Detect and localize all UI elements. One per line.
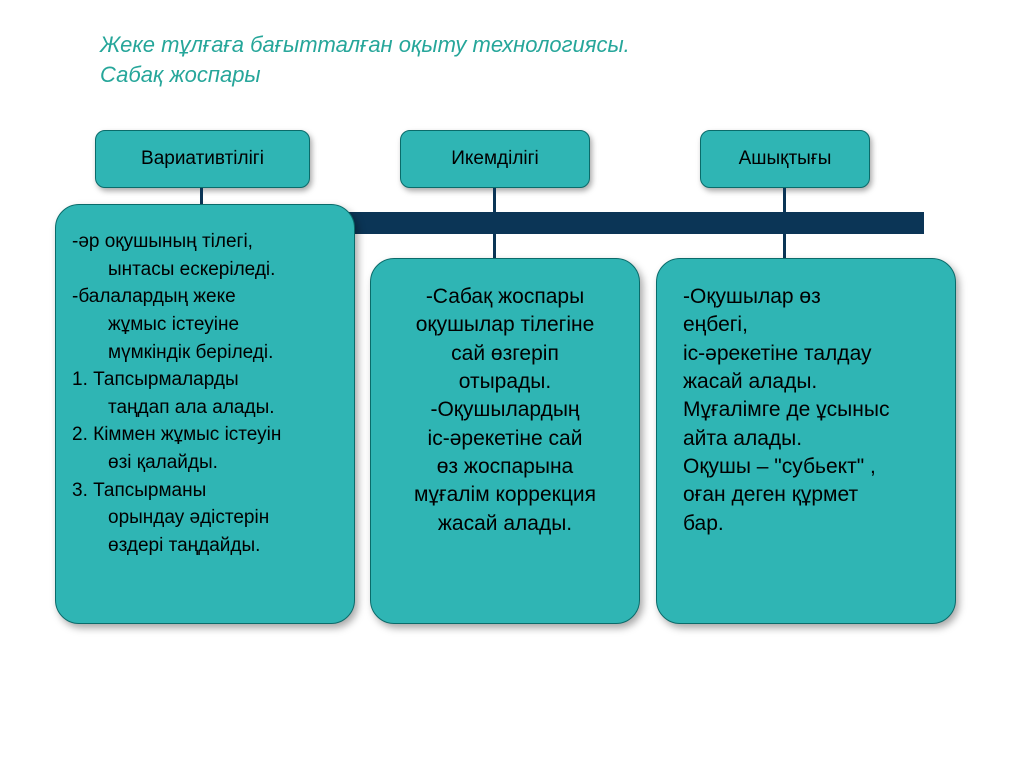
header-box-variativity: Вариативтілігі — [95, 130, 310, 188]
text-line: іс-әрекетіне талдау — [683, 342, 872, 365]
text-line: айта алады. — [683, 427, 802, 450]
connector-line — [493, 188, 496, 212]
text-line: -балалардың жеке — [72, 286, 236, 307]
text-line: өзі қалайды. — [108, 452, 218, 473]
header-box-flexibility: Икемділігі — [400, 130, 590, 188]
slide-title: Жеке тұлғаға бағытталған оқыту технологи… — [100, 30, 820, 89]
title-line-1: Жеке тұлғаға бағытталған оқыту технологи… — [100, 32, 630, 57]
text-line: -Сабақ жоспары — [426, 285, 584, 308]
detail-box-flexibility: -Сабақ жоспары оқушылар тілегіне сай өзг… — [370, 258, 640, 624]
text-line: іс-әрекетіне сай — [428, 427, 583, 450]
text-line: оған деген құрмет — [683, 483, 858, 506]
text-line: -Оқушылар өз — [683, 285, 821, 308]
text-line: оқушылар тілегіне — [416, 313, 595, 336]
text-line: Мұғалімге де ұсыныс — [683, 398, 889, 421]
text-line: мұғалім коррекция — [414, 483, 596, 506]
header-box-openness: Ашықтығы — [700, 130, 870, 188]
header-label: Вариативтілігі — [141, 148, 264, 170]
text-line: ынтасы ескеріледі. — [108, 259, 275, 280]
text-line: мүмкіндік беріледі. — [108, 342, 273, 363]
text-line: еңбегі, — [683, 313, 748, 336]
text-line: отырады. — [459, 370, 551, 393]
text-line: орындау әдістерін — [108, 507, 269, 528]
text-line: сай өзгеріп — [451, 342, 559, 365]
title-line-2: Сабақ жоспары — [100, 62, 261, 87]
text-line: 3. Тапсырманы — [72, 480, 206, 501]
text-line: өз жоспарына — [437, 455, 573, 478]
text-line: бар. — [683, 512, 724, 535]
connector-line — [783, 234, 786, 260]
text-line: Оқушы – "субьект" , — [683, 455, 876, 478]
text-line: жұмыс істеуіне — [108, 314, 239, 335]
detail-box-variativity: -әр оқушының тілегі, ынтасы ескеріледі. … — [55, 204, 355, 624]
text-line: -Оқушылардың — [430, 398, 579, 421]
connector-line — [493, 234, 496, 260]
text-line: 2. Кіммен жұмыс істеуін — [72, 424, 281, 445]
detail-box-openness: -Оқушылар өз еңбегі, іс-әрекетіне талдау… — [656, 258, 956, 624]
header-label: Икемділігі — [451, 148, 539, 170]
text-line: 1. Тапсырмаларды — [72, 369, 239, 390]
text-line: жасай алады. — [683, 370, 817, 393]
header-label: Ашықтығы — [739, 148, 832, 170]
text-line: өздері таңдайды. — [108, 535, 260, 556]
text-line: таңдап ала алады. — [108, 397, 275, 418]
text-line: -әр оқушының тілегі, — [72, 231, 253, 252]
text-line: жасай алады. — [438, 512, 572, 535]
connector-line — [783, 188, 786, 212]
